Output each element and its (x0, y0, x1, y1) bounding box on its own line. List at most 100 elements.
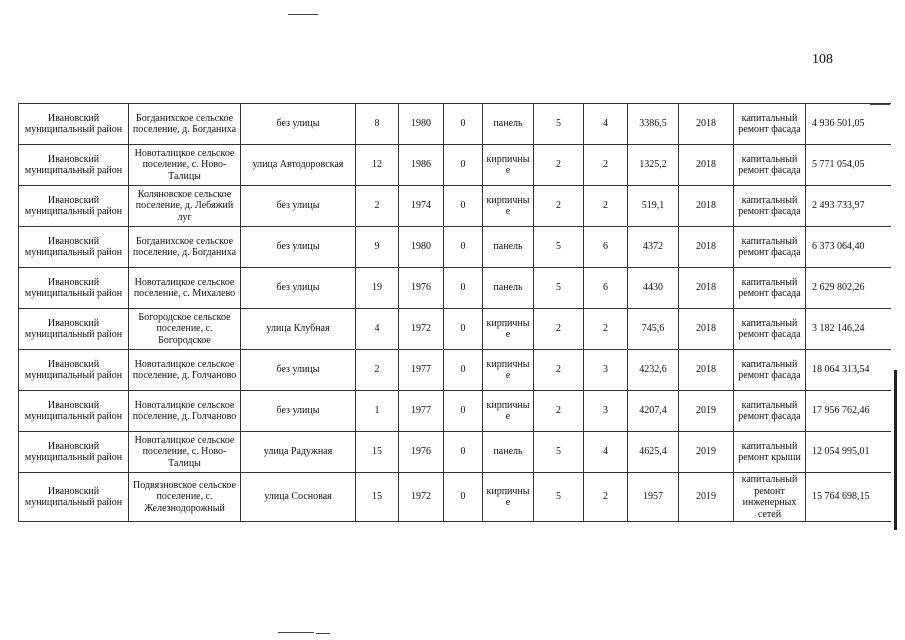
cell-year: 1980 (398, 226, 444, 268)
cell-work: капитальный ремонт инженерных сетей (733, 472, 806, 522)
cell-house: 19 (355, 267, 399, 309)
cell-entrances: 6 (583, 267, 628, 309)
cell-c6: 0 (443, 267, 483, 309)
cell-house: 9 (355, 226, 399, 268)
cell-entrances: 2 (583, 144, 628, 186)
cell-material: кирпичные (482, 144, 534, 186)
cell-area: 4232,6 (627, 349, 679, 391)
table-row: Ивановский муниципальный район Новоталицк… (18, 349, 891, 391)
cell-material: панель (482, 103, 534, 145)
cell-entrances: 2 (583, 185, 628, 227)
cell-work: капитальный ремонт фасада (733, 103, 806, 145)
cell-material: панель (482, 431, 534, 473)
cell-c6: 0 (443, 144, 483, 186)
cell-plan-year: 2018 (678, 185, 734, 227)
cell-area: 4372 (627, 226, 679, 268)
cell-floors: 5 (533, 431, 584, 473)
table-row: Ивановский муниципальный район Новоталицк… (18, 144, 891, 186)
cell-material: кирпичные (482, 390, 534, 432)
cell-street: улица Радужная (240, 431, 356, 473)
table-row: Ивановский муниципальный район Подвязновс… (18, 472, 891, 522)
cell-cost: 5 771 054,05 (805, 144, 891, 186)
cell-cost: 15 764 698,15 (805, 472, 891, 522)
cell-material: кирпичные (482, 308, 534, 350)
cell-house: 15 (355, 472, 399, 522)
cell-cost: 17 956 762,46 (805, 390, 891, 432)
cell-cost: 6 373 064,40 (805, 226, 891, 268)
cell-district: Ивановский муниципальный район (18, 226, 129, 268)
cell-year: 1976 (398, 431, 444, 473)
cell-work: капитальный ремонт фасада (733, 185, 806, 227)
cell-district: Ивановский муниципальный район (18, 390, 129, 432)
cell-street: улица Автодоровская (240, 144, 356, 186)
cell-entrances: 2 (583, 308, 628, 350)
scan-edge-mark (894, 370, 897, 530)
cell-year: 1986 (398, 144, 444, 186)
cell-year: 1977 (398, 349, 444, 391)
cell-c6: 0 (443, 103, 483, 145)
cell-material: панель (482, 267, 534, 309)
cell-house: 2 (355, 185, 399, 227)
cell-plan-year: 2018 (678, 103, 734, 145)
cell-settlement: Коляновское сельское поселение, д. Лебяж… (128, 185, 241, 227)
cell-district: Ивановский муниципальный район (18, 349, 129, 391)
cell-cost: 18 064 313,54 (805, 349, 891, 391)
cell-floors: 5 (533, 472, 584, 522)
cell-house: 8 (355, 103, 399, 145)
cell-plan-year: 2019 (678, 472, 734, 522)
cell-house: 12 (355, 144, 399, 186)
cell-material: кирпичные (482, 349, 534, 391)
table-row: Ивановский муниципальный район Новоталицк… (18, 267, 891, 309)
cell-settlement: Богданихское сельское поселение, д. Богд… (128, 226, 241, 268)
cell-cost: 4 936 501,05 (805, 103, 891, 145)
table-row: Ивановский муниципальный район Новоталицк… (18, 390, 891, 432)
cell-entrances: 4 (583, 431, 628, 473)
scan-mark (316, 633, 330, 634)
cell-work: капитальный ремонт фасада (733, 144, 806, 186)
cell-c6: 0 (443, 390, 483, 432)
cell-plan-year: 2018 (678, 267, 734, 309)
cell-entrances: 3 (583, 349, 628, 391)
cell-plan-year: 2019 (678, 390, 734, 432)
cell-floors: 2 (533, 308, 584, 350)
cell-floors: 2 (533, 349, 584, 391)
table-row: Ивановский муниципальный район Богородско… (18, 308, 891, 350)
cell-area: 4430 (627, 267, 679, 309)
cell-entrances: 6 (583, 226, 628, 268)
cell-settlement: Подвязновское сельское поселение, с. Жел… (128, 472, 241, 522)
cell-work: капитальный ремонт фасада (733, 390, 806, 432)
cell-area: 3386,5 (627, 103, 679, 145)
cell-work: капитальный ремонт фасада (733, 349, 806, 391)
cell-plan-year: 2019 (678, 431, 734, 473)
cell-work: капитальный ремонт фасада (733, 267, 806, 309)
cell-district: Ивановский муниципальный район (18, 267, 129, 309)
cell-work: капитальный ремонт крыши (733, 431, 806, 473)
cell-street: без улицы (240, 103, 356, 145)
cell-district: Ивановский муниципальный район (18, 144, 129, 186)
cell-floors: 5 (533, 226, 584, 268)
cell-district: Ивановский муниципальный район (18, 185, 129, 227)
cell-entrances: 4 (583, 103, 628, 145)
cell-street: улица Сосновая (240, 472, 356, 522)
cell-street: улица Клубная (240, 308, 356, 350)
scan-mark (278, 632, 314, 633)
cell-entrances: 3 (583, 390, 628, 432)
housing-repair-table: Ивановский муниципальный район Богданихск… (18, 103, 891, 522)
cell-area: 1325,2 (627, 144, 679, 186)
cell-year: 1980 (398, 103, 444, 145)
cell-plan-year: 2018 (678, 308, 734, 350)
cell-district: Ивановский муниципальный район (18, 308, 129, 350)
cell-district: Ивановский муниципальный район (18, 431, 129, 473)
table-row: Ивановский муниципальный район Богданихск… (18, 226, 891, 268)
cell-area: 4625,4 (627, 431, 679, 473)
cell-year: 1974 (398, 185, 444, 227)
cell-cost: 12 054 995,01 (805, 431, 891, 473)
cell-house: 2 (355, 349, 399, 391)
cell-c6: 0 (443, 308, 483, 350)
cell-district: Ивановский муниципальный район (18, 472, 129, 522)
cell-street: без улицы (240, 267, 356, 309)
cell-material: кирпичные (482, 472, 534, 522)
cell-material: панель (482, 226, 534, 268)
cell-plan-year: 2018 (678, 349, 734, 391)
table-row: Ивановский муниципальный район Новоталицк… (18, 431, 891, 473)
